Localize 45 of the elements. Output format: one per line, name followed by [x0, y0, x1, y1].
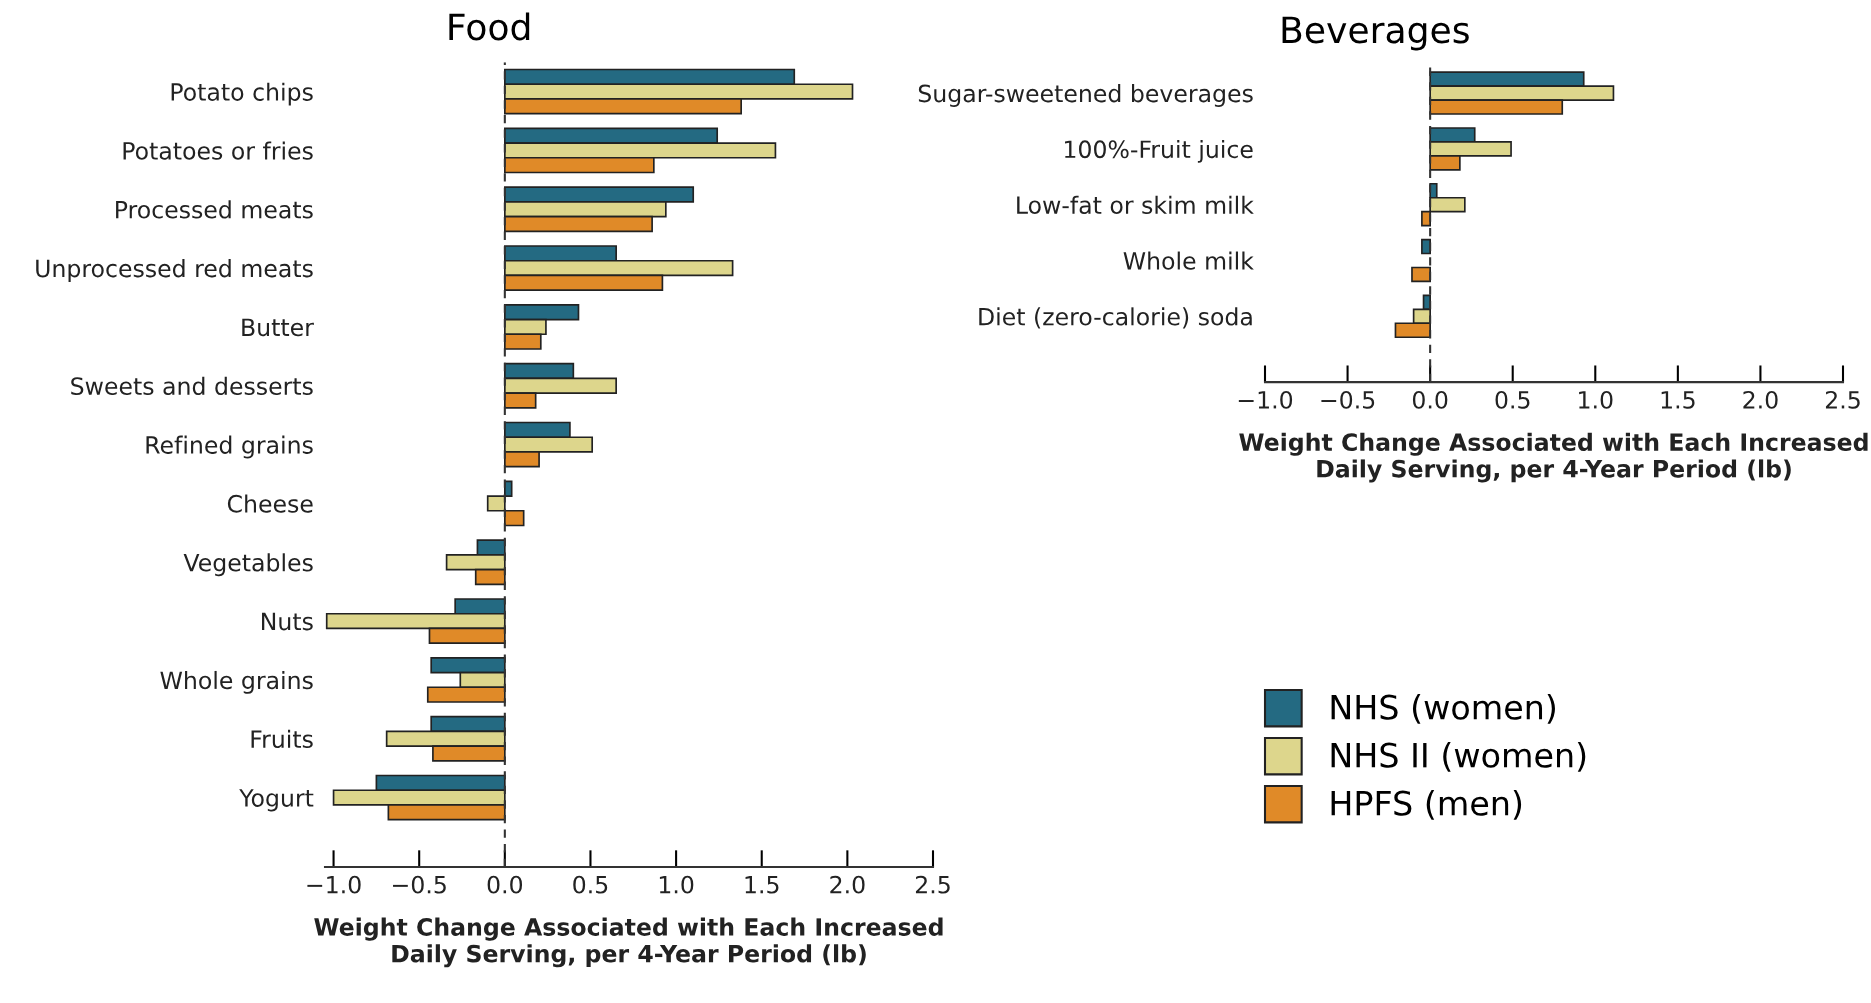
x-axis-title: Weight Change Associated with Each Increased Daily Serving, per 4-Year Period (lb) — [1239, 432, 1868, 483]
y-tick-label: Butter — [242, 318, 314, 337]
x-tick-label: 0.0 — [487, 875, 523, 894]
y-tick-label: Cheese — [227, 494, 313, 513]
x-tick-label: 2.5 — [1825, 390, 1860, 409]
legend-label: HPFS (men) — [1331, 790, 1522, 820]
y-tick-label: Processed meats — [116, 200, 313, 219]
bar — [503, 509, 525, 527]
x-tick-label: 0.5 — [1495, 390, 1530, 409]
x-tick-label: 1.0 — [659, 875, 694, 894]
x-tick-label: 2.0 — [830, 875, 865, 894]
x-tick-label: −0.5 — [393, 875, 446, 894]
x-tick-label: −0.5 — [1321, 390, 1375, 409]
bar — [486, 495, 506, 512]
x-tick-label: 1.0 — [1579, 390, 1613, 409]
y-tick-label: Vegetables — [183, 553, 313, 577]
legend-label: NHS II (women) — [1331, 742, 1586, 772]
chart-title: Beverages — [1282, 16, 1469, 51]
y-tick-label: Sugar-sweetened beverages — [918, 84, 1253, 107]
y-tick-label: Unprocessed red meats — [36, 259, 313, 282]
x-tick-label: 0.0 — [1412, 390, 1448, 409]
y-tick-label: Low-fat or skim milk — [1017, 195, 1254, 214]
x-tick-label: 1.5 — [1661, 391, 1695, 409]
y-tick-label: 100%-Fruit juice — [1065, 139, 1253, 163]
legend-label: NHS (women) — [1331, 694, 1555, 724]
x-tick-label: −1.0 — [307, 875, 361, 894]
y-tick-label: Yogurt — [239, 789, 314, 812]
y-tick-label: Refined grains — [146, 435, 313, 459]
x-tick-label: 0.5 — [573, 875, 608, 894]
y-tick-label: Whole milk — [1123, 251, 1254, 270]
bar — [1411, 266, 1431, 283]
chart-title: Food — [449, 12, 530, 41]
y-tick-label: Diet (zero-calorie) soda — [979, 307, 1252, 329]
y-tick-label: Sweets and desserts — [71, 376, 313, 396]
y-tick-label: Potatoes or fries — [123, 141, 313, 160]
x-tick-label: 1.5 — [745, 876, 779, 894]
bar — [503, 480, 513, 497]
x-tick-label: 2.5 — [915, 875, 950, 894]
y-tick-label: Whole grains — [160, 670, 313, 694]
y-tick-label: Nuts — [262, 612, 313, 631]
y-tick-label: Potato chips — [171, 82, 313, 106]
x-tick-label: 2.0 — [1743, 390, 1778, 409]
x-tick-label: −1.0 — [1238, 390, 1293, 409]
x-axis-title: Weight Change Associated with Each Increased Daily Serving, per 4-Year Period (lb) — [314, 917, 943, 968]
y-tick-label: Fruits — [251, 729, 313, 749]
